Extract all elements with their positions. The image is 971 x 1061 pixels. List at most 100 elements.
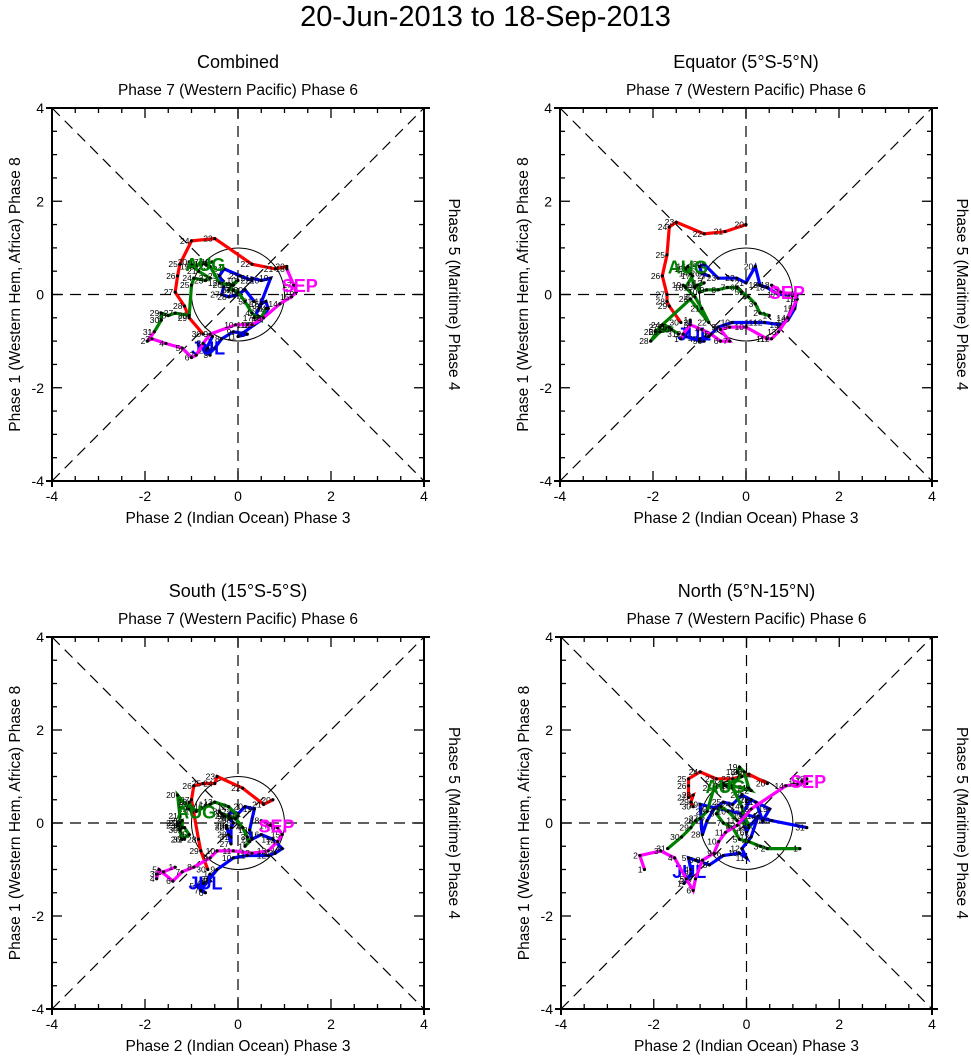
day-label: 18 [275,264,285,274]
day-marker [770,819,774,823]
day-marker [735,770,739,774]
day-label: 22 [222,806,232,816]
day-marker [231,283,235,287]
day-marker [182,826,187,830]
day-label: 11 [715,827,724,837]
day-label: 30 [192,329,202,339]
day-label: 9 [711,322,716,332]
x-tick-label: 4 [928,1016,936,1032]
day-label: 30 [682,802,692,812]
day-label: 17 [282,280,292,290]
day-marker [285,264,289,269]
day-label: 27 [689,813,699,823]
day-marker [693,285,697,290]
day-label: 26 [213,280,223,290]
day-label: 6 [231,287,236,297]
day-marker [259,302,263,306]
day-marker [289,295,294,299]
month-label-sep: SEP [259,816,295,836]
day-label: 7 [721,283,726,293]
series-aug: 1234567891011121314151617181920212223242… [639,258,771,346]
day-marker [740,774,744,779]
day-label: 29 [227,290,237,300]
day-marker [199,888,203,893]
day-label: 12 [726,820,736,830]
day-label: 29 [171,823,181,833]
day-marker [250,837,254,841]
day-marker [716,288,720,292]
day-label: 16 [783,290,793,300]
day-label: 2 [679,876,684,886]
y-tick-label: 4 [544,100,552,116]
day-label: 5 [733,834,738,844]
day-label: 29 [178,313,188,323]
day-label: 7 [689,874,694,884]
day-label: 17 [681,271,691,281]
day-marker [688,318,692,322]
day-marker [213,236,217,241]
day-marker [725,285,730,290]
day-marker [686,264,690,269]
day-marker [180,837,184,841]
day-label: 18 [247,303,257,313]
day-marker [224,823,228,827]
series-aug: 1234567891011121314151617181920212223242… [143,255,268,337]
day-marker [213,346,217,350]
day-marker [667,304,671,308]
day-marker [712,786,716,790]
day-label: 31 [243,296,253,306]
day-label: 10 [220,813,230,823]
month-label-jul: JUL [188,874,222,894]
day-label: 17 [240,834,250,844]
day-marker [702,262,706,266]
day-marker [719,805,723,809]
x-tick-label: 0 [234,488,242,504]
y-tick-label: 2 [545,722,553,738]
day-label: 7 [194,885,199,895]
day-label: 24 [658,222,668,232]
day-label: 29 [689,799,699,809]
day-label: 12 [760,334,770,344]
day-marker [769,283,774,287]
day-marker [175,821,180,825]
day-marker [765,285,769,290]
day-marker [693,819,698,823]
day-label: 11 [236,851,245,861]
day-marker [213,800,217,804]
day-label: 26 [644,327,654,337]
day-label: 27 [677,792,687,802]
day-label: 13 [250,315,260,325]
day-label: 6 [185,352,190,362]
day-marker [215,867,219,872]
day-label: 24 [721,799,731,809]
y-tick-label: 4 [36,100,44,116]
day-marker [735,285,739,290]
day-label: 9 [707,848,712,858]
day-marker [747,772,751,776]
day-label: 22 [693,229,703,239]
month-label-aug: AUG [706,777,746,797]
top-axis-label: Phase 7 (Western Pacific) Phase 6 [626,82,866,99]
day-label: 3 [203,350,208,360]
day-marker [765,781,769,786]
day-marker [208,264,212,269]
day-marker [275,826,280,830]
day-marker [182,304,187,308]
day-marker [162,870,166,874]
day-marker [227,295,231,299]
day-marker [753,264,757,269]
day-marker [744,856,749,860]
day-marker [145,339,149,343]
day-label: 8 [703,860,708,870]
day-marker [273,851,277,855]
day-label: 7 [208,343,213,353]
day-label: 14 [194,259,204,269]
day-marker [166,313,170,318]
x-tick-label: 2 [327,488,335,504]
day-label: 23 [705,774,715,784]
day-marker [683,267,688,271]
day-label: 21 [264,264,274,274]
day-label: 28 [157,310,167,320]
